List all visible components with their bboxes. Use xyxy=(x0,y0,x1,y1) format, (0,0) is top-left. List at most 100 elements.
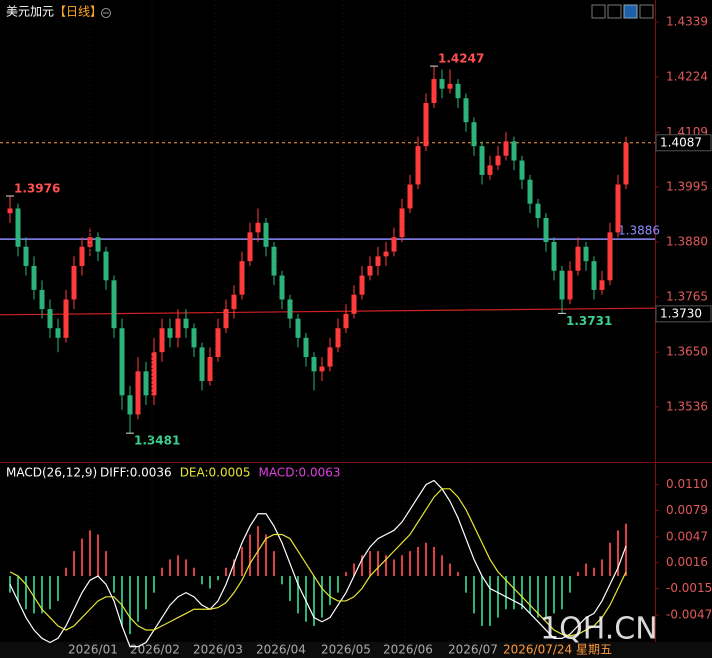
macd-bar xyxy=(281,576,283,585)
candle-body xyxy=(559,270,565,300)
candle-body xyxy=(15,208,21,247)
legend-entry: DIFF:0.0036 xyxy=(100,466,172,480)
candle-body xyxy=(95,237,101,252)
candle-body xyxy=(447,83,453,89)
macd-bar xyxy=(89,530,91,577)
candle-body xyxy=(127,395,133,415)
candle-body xyxy=(575,246,581,271)
macd-bar xyxy=(193,567,195,577)
macd-bar xyxy=(425,542,427,577)
macd-bar xyxy=(537,576,539,618)
macd-bar xyxy=(385,555,387,577)
candle-body xyxy=(439,79,445,89)
high-label: 1.4247 xyxy=(438,52,484,66)
macd-bar xyxy=(305,576,307,622)
candle-body xyxy=(175,318,181,338)
candle-body xyxy=(479,146,485,175)
toggle-icon[interactable] xyxy=(101,8,111,18)
y-tick-label: 1.4339 xyxy=(666,15,708,29)
candle-body xyxy=(431,79,437,104)
macd-bar xyxy=(265,534,267,577)
candle-body xyxy=(143,371,149,396)
candle-body xyxy=(159,328,165,353)
macd-bar xyxy=(161,567,163,577)
x-tick-label: 2026/05 xyxy=(321,643,371,657)
candle-body xyxy=(583,246,589,262)
macd-bar xyxy=(465,576,467,593)
macd-bar xyxy=(577,571,579,577)
candle-body xyxy=(599,280,605,290)
candle-body xyxy=(407,184,413,209)
macd-bar xyxy=(617,530,619,577)
x-tick-label: 2026/03 xyxy=(193,643,243,657)
candle-body xyxy=(79,246,85,266)
support-label: 1.3886 xyxy=(618,224,660,238)
candle-body xyxy=(271,246,277,276)
candle-body xyxy=(87,237,93,247)
y-tick-label: 0.0110 xyxy=(666,477,708,491)
y-tick-label: 1.3650 xyxy=(666,345,708,359)
candle-body xyxy=(207,356,213,381)
candle-body xyxy=(615,184,621,233)
macd-bar xyxy=(313,576,315,626)
candle-body xyxy=(55,328,61,338)
candle-body xyxy=(63,299,69,338)
macd-bar xyxy=(433,546,435,577)
candle-body xyxy=(191,328,197,348)
tool-button[interactable] xyxy=(607,4,622,19)
candle-body xyxy=(311,356,317,372)
macd-bar xyxy=(625,523,627,577)
tool-button[interactable] xyxy=(639,4,654,19)
macd-bar xyxy=(321,576,323,618)
candle-body xyxy=(239,261,245,295)
candle-body xyxy=(31,265,37,290)
low-label: 1.3481 xyxy=(134,434,180,448)
macd-bar xyxy=(241,546,243,577)
macd-bar xyxy=(377,551,379,577)
y-tick-label: 0.0016 xyxy=(666,555,708,569)
macd-bar xyxy=(177,555,179,577)
trend-line xyxy=(0,307,656,316)
macd-bar xyxy=(345,571,347,577)
x-tick-label: 2026/04 xyxy=(256,643,306,657)
candle-body xyxy=(503,141,509,156)
macd-bar xyxy=(129,576,131,635)
candle-body xyxy=(423,103,429,147)
macd-bar xyxy=(361,555,363,577)
candle-body xyxy=(71,265,77,300)
x-tick-label: 2026/02 xyxy=(130,643,180,657)
candle-body xyxy=(343,313,349,329)
macd-bar xyxy=(609,542,611,577)
candle-body xyxy=(543,218,549,242)
macd-bar xyxy=(329,576,331,606)
candle-body xyxy=(183,318,189,329)
candle-body xyxy=(103,251,109,281)
y-tick-label: 0.0047 xyxy=(666,529,708,543)
macd-bar xyxy=(481,576,483,626)
macd-bar xyxy=(441,555,443,577)
tool-button[interactable] xyxy=(591,4,606,19)
tool-button[interactable] xyxy=(623,4,638,19)
candle-body xyxy=(7,208,13,214)
macd-bar xyxy=(201,576,203,585)
symbol: 美元加元 xyxy=(6,5,54,19)
macd-bar xyxy=(417,546,419,577)
candle-body xyxy=(303,337,309,357)
macd-bar xyxy=(25,576,27,610)
macd-bar xyxy=(585,563,587,577)
macd-bar xyxy=(457,571,459,577)
macd-bar xyxy=(561,576,563,610)
legend-entry: DEA:0.0005 xyxy=(180,466,251,480)
macd-bar xyxy=(409,551,411,577)
macd-bar xyxy=(449,563,451,577)
macd-bar xyxy=(169,559,171,577)
macd-bar xyxy=(57,576,59,601)
candle-body xyxy=(351,294,357,314)
candle-body xyxy=(519,160,525,180)
macd-bar xyxy=(529,576,531,614)
candle-body xyxy=(247,232,253,262)
legend-entry: MACD:0.0063 xyxy=(259,466,341,480)
macd-bar xyxy=(113,576,115,593)
y-tick-label: 1.3536 xyxy=(666,399,708,413)
